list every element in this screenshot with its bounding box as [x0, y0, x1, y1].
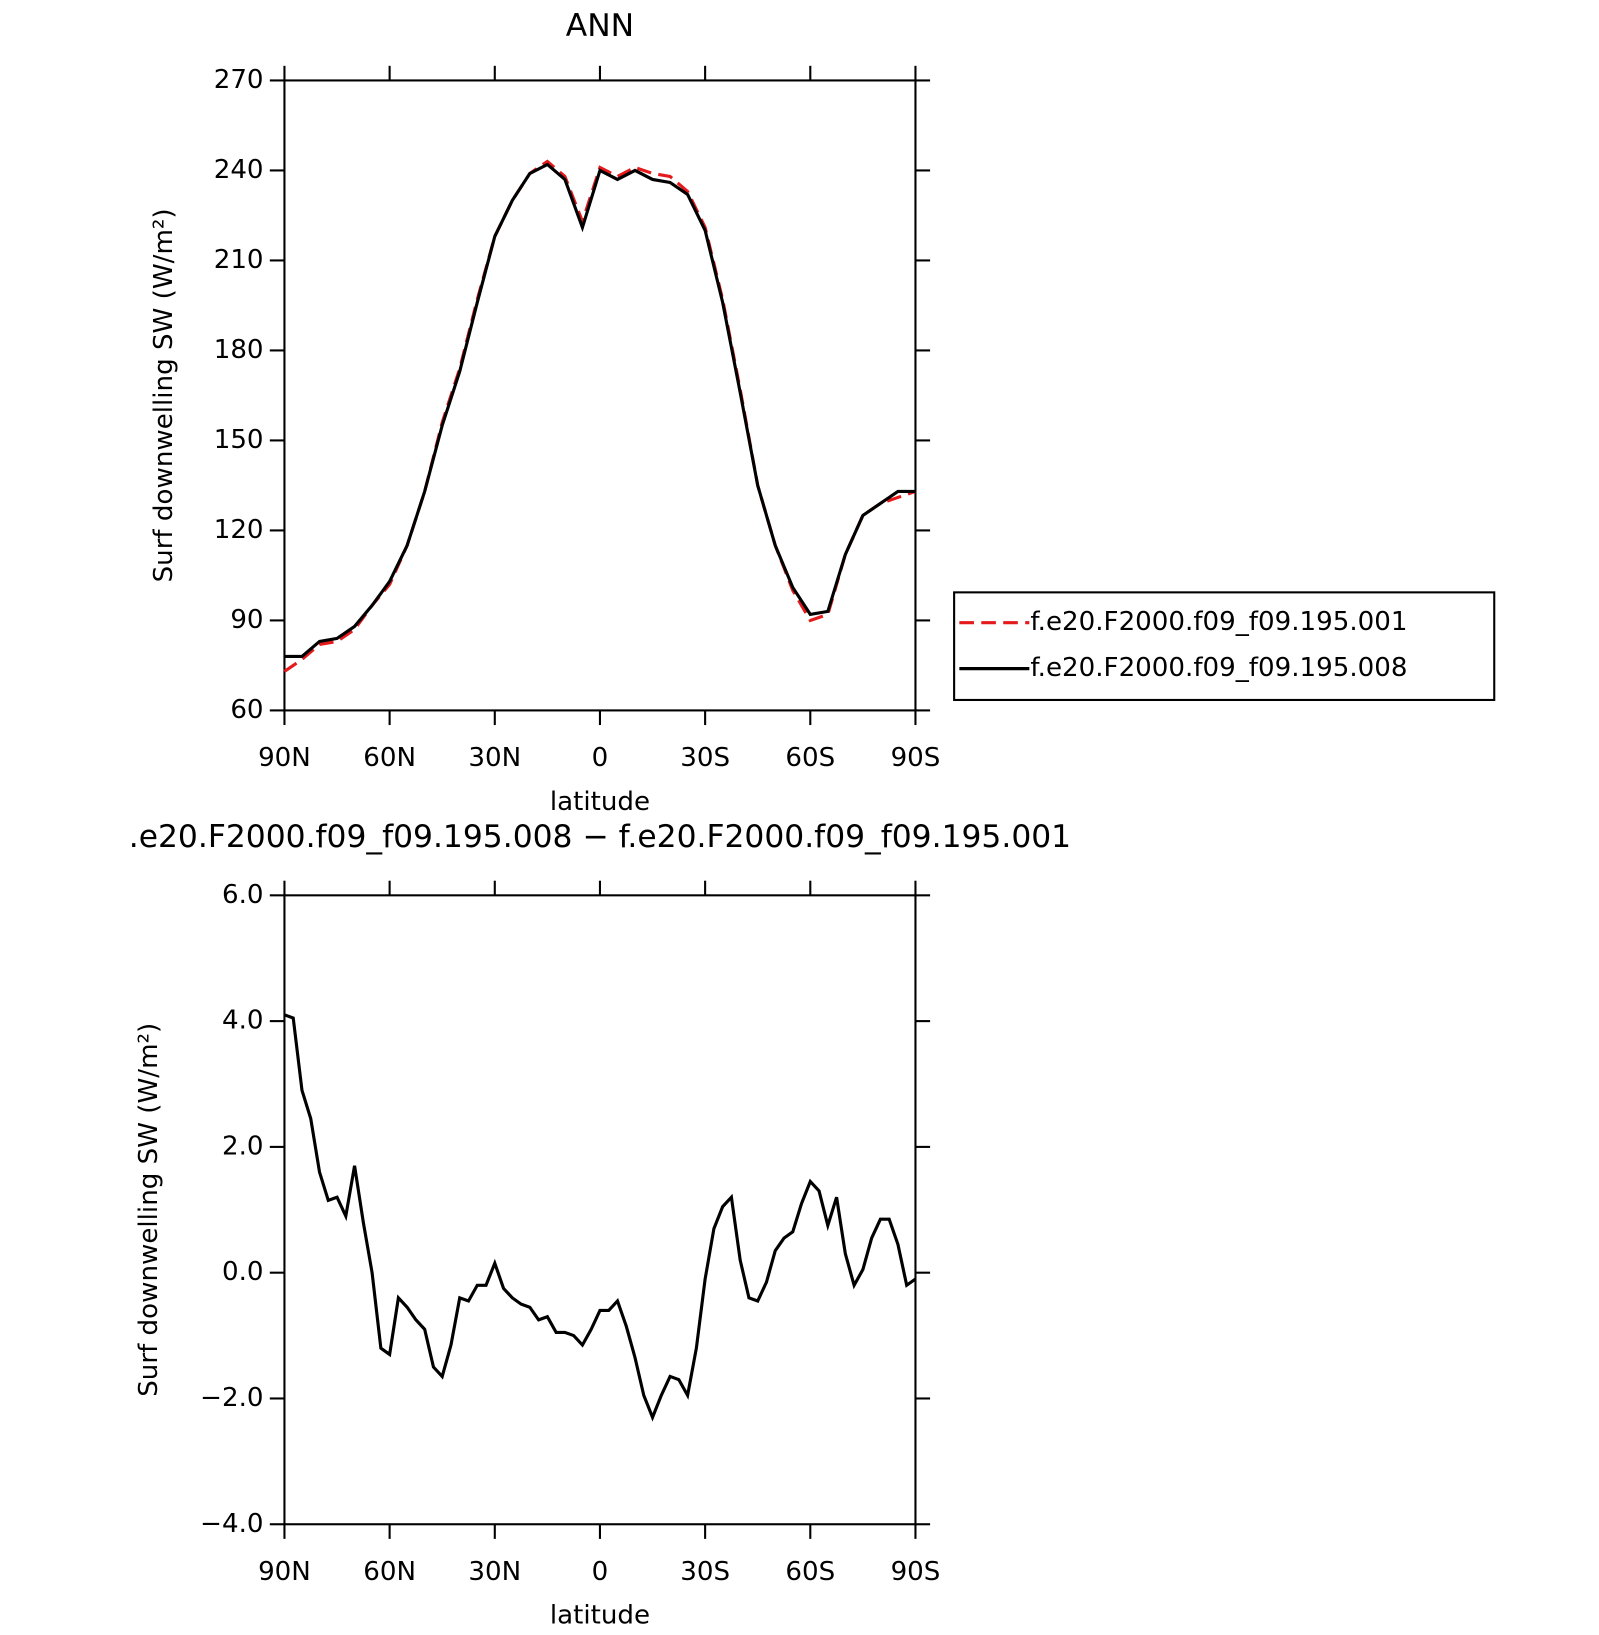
y-tick-label: 150	[214, 425, 264, 455]
x-tick-label: 60S	[785, 743, 835, 773]
y-tick-label: 6.0	[222, 880, 264, 910]
x-tick-label: 30N	[468, 743, 521, 773]
y-tick-label: 0.0	[222, 1257, 264, 1287]
data-line	[283, 1013, 917, 1422]
y-tick-label: 180	[214, 335, 264, 365]
y-tick-label: 210	[214, 245, 264, 275]
y-tick-label: 240	[214, 155, 264, 185]
data-line	[284, 162, 916, 658]
x-tick-label: 90N	[258, 743, 311, 773]
y-axis-label: Surf downwelling SW (W/m²)	[149, 208, 179, 582]
y-tick-label: 90	[230, 605, 263, 635]
x-tick-label: 90N	[258, 1557, 311, 1587]
x-tick-label: 90S	[891, 1557, 941, 1587]
x-tick-label: 60N	[363, 1557, 416, 1587]
chart-title: .e20.F2000.f09_f09.195.008 − f.e20.F2000…	[129, 819, 1071, 855]
plot-frame	[283, 894, 917, 1526]
x-tick-label: 60S	[785, 1557, 835, 1587]
x-tick-label: 90S	[891, 743, 941, 773]
x-tick-label: 30N	[468, 1557, 521, 1587]
chart-title: ANN	[566, 8, 634, 44]
y-axis-label: Surf downwelling SW (W/m²)	[134, 1023, 164, 1397]
y-tick-label: 2.0	[222, 1131, 264, 1161]
y-tick-label: −2.0	[200, 1383, 263, 1413]
x-tick-label: 30S	[680, 1557, 730, 1587]
x-axis-label: latitude	[550, 787, 650, 817]
y-tick-label: 120	[214, 515, 264, 545]
data-line	[283, 159, 916, 673]
y-tick-label: 270	[214, 65, 264, 95]
x-tick-label: 0	[592, 743, 609, 773]
x-tick-label: 60N	[363, 743, 416, 773]
legend-box	[953, 591, 1496, 702]
y-tick-label: −4.0	[200, 1509, 263, 1539]
legend-label: f.e20.F2000.f09_f09.195.001	[1030, 607, 1407, 637]
y-tick-label: 4.0	[222, 1006, 264, 1036]
x-tick-label: 30S	[680, 743, 730, 773]
x-tick-label: 0	[592, 1557, 609, 1587]
legend-label: f.e20.F2000.f09_f09.195.008	[1030, 653, 1407, 683]
y-tick-label: 60	[230, 695, 263, 725]
x-axis-label: latitude	[550, 1601, 650, 1631]
